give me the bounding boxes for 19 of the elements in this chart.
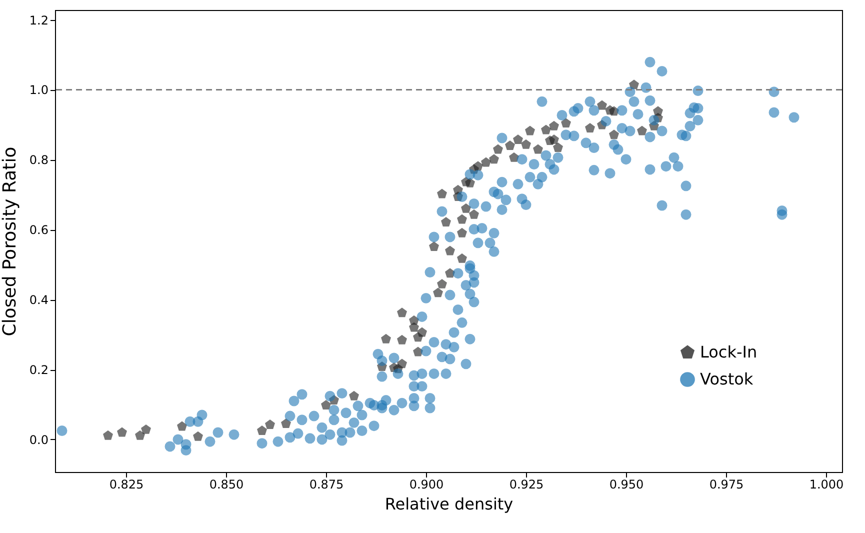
x-tick-label: 0.900 (409, 478, 444, 492)
y-tick-label: 0.6 (29, 223, 48, 238)
x-tick-label: 0.875 (309, 478, 344, 492)
x-tick-label: 1.000 (809, 478, 844, 492)
x-tick-label: 0.925 (509, 478, 544, 492)
x-axis-title: Relative density (384, 494, 514, 514)
x-tick-label: 0.825 (109, 478, 144, 492)
y-tick-label: 0.0 (29, 432, 48, 447)
x-tick-label: 0.975 (709, 478, 744, 492)
y-tick-label: 0.4 (29, 293, 48, 308)
y-tick-label: 1.0 (29, 83, 48, 98)
y-tick-label: 0.2 (29, 363, 48, 378)
y-tick-label: 1.2 (29, 13, 48, 28)
x-tick-label: 0.950 (609, 478, 644, 492)
x-tick-label: 0.850 (209, 478, 244, 492)
legend-label: Lock-In (700, 342, 758, 362)
y-tick-label: 0.8 (29, 153, 48, 168)
y-axis-title: Closed Porosity Ratio (0, 146, 20, 336)
legend-label: Vostok (700, 370, 754, 388)
